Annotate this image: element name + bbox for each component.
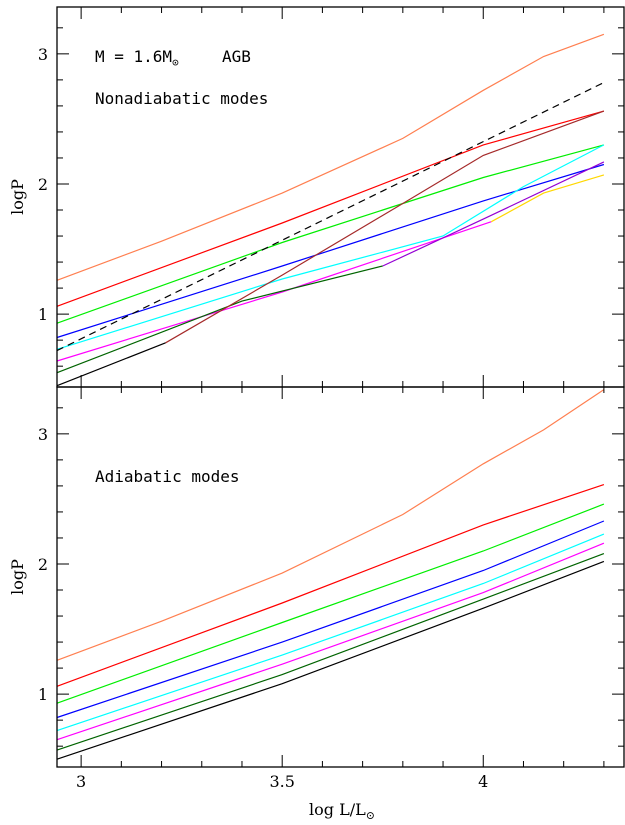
series-line-0-5: [56, 221, 492, 362]
series-line-0-6: [56, 265, 383, 374]
adiabatic-plot-frame: [56, 386, 625, 768]
series-line-0-0: [56, 33, 605, 281]
series-line-0-10: [491, 174, 605, 223]
mass-annotation: M = 1.6M⊙: [95, 47, 179, 69]
series-line-0-8: [165, 110, 605, 344]
top-y-axis-label: logP: [8, 179, 27, 215]
y-tick-label: 3: [38, 45, 48, 64]
x-tick-label: 3.5: [269, 772, 294, 791]
x-axis-label-subscript: ⊙: [366, 809, 375, 822]
x-tick-label: 4: [478, 772, 488, 791]
adiabatic-series-lines: [56, 389, 605, 760]
series-line-1-2: [56, 503, 605, 704]
nonadiabatic-panel: 1 2 3 M = 1.6M⊙ AGB Nonadiabatic modes log…: [8, 6, 625, 388]
series-line-1-1: [56, 484, 605, 687]
adiabatic-ticks: 1 2 3 3 3.5 4: [38, 387, 624, 791]
y-tick-label: 2: [38, 175, 48, 194]
series-line-0-7: [56, 342, 166, 387]
series-line-0-1: [56, 110, 605, 307]
series-line-0-11: [56, 81, 605, 352]
series-line-0-4: [56, 144, 605, 350]
series-line-0-3: [56, 163, 605, 339]
nonadiabatic-modes-label: Nonadiabatic modes: [95, 89, 268, 108]
mass-subscript-symbol: ⊙: [172, 56, 179, 69]
y-tick-label: 1: [38, 305, 48, 324]
x-axis-label: log L/L⊙: [309, 800, 375, 822]
nonadiabatic-ticks: 1 2 3: [38, 7, 624, 387]
series-line-0-9: [382, 161, 605, 267]
series-line-0-2: [56, 144, 605, 324]
bottom-y-axis-label: logP: [8, 559, 27, 595]
x-tick-label: 3: [76, 772, 86, 791]
adiabatic-modes-label: Adiabatic modes: [95, 467, 240, 486]
nonadiabatic-series-lines: [56, 33, 605, 387]
series-line-1-5: [56, 542, 605, 741]
agb-annotation: AGB: [222, 47, 251, 66]
adiabatic-panel: 1 2 3 3 3.5 4 Adiabatic modes logP log L/L⊙: [8, 386, 625, 822]
y-tick-label: 3: [38, 425, 48, 444]
y-tick-label: 2: [38, 555, 48, 574]
y-tick-label: 1: [38, 685, 48, 704]
series-line-1-4: [56, 533, 605, 732]
series-line-1-3: [56, 520, 605, 719]
series-line-1-6: [56, 553, 605, 751]
series-line-1-0: [56, 389, 605, 661]
series-line-1-7: [56, 560, 605, 760]
